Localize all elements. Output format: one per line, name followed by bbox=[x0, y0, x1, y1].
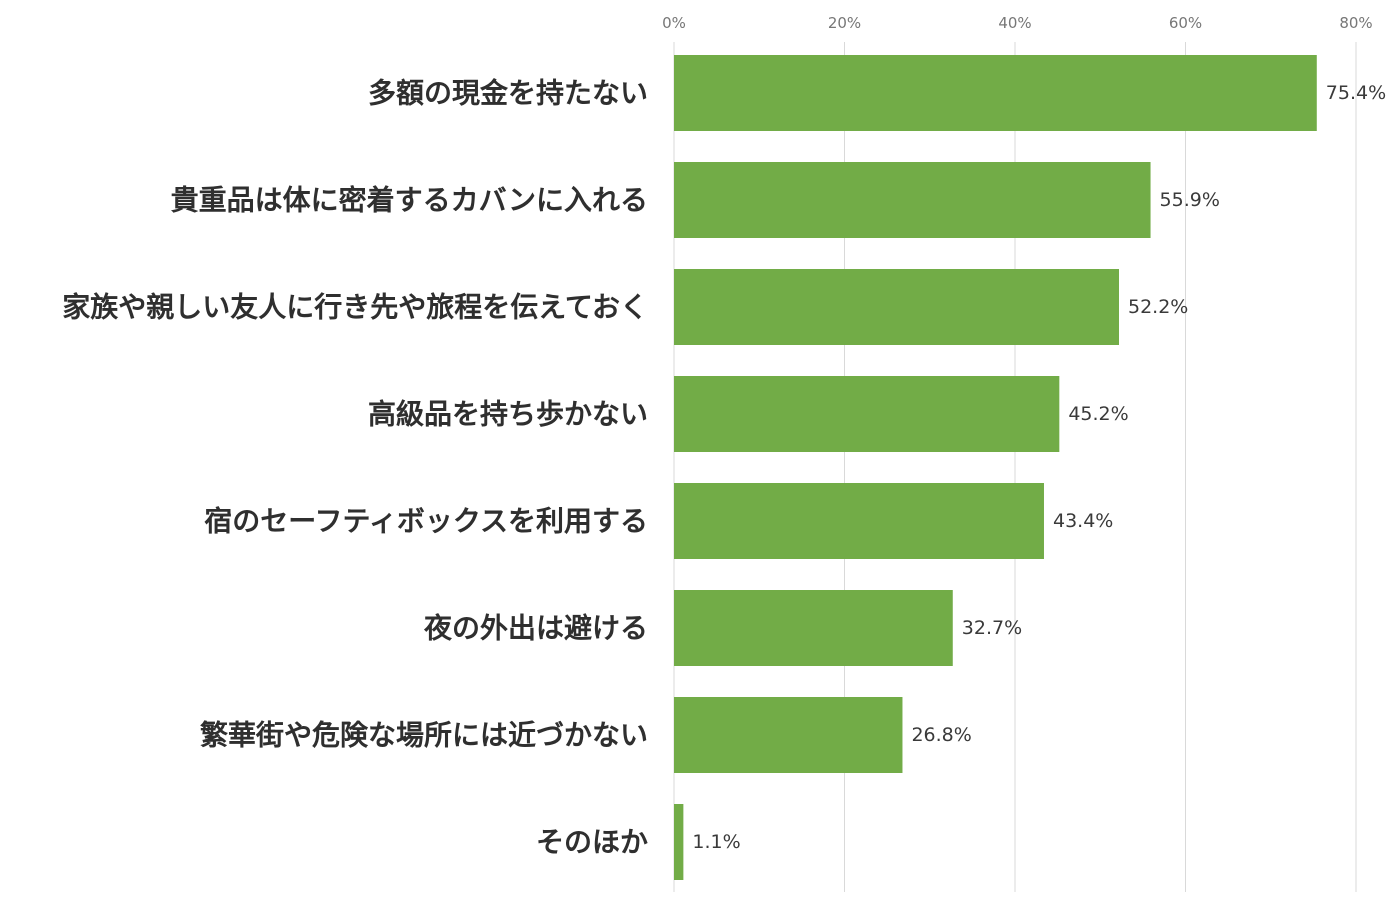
value-labels: 75.4% 55.9% 52.2% 45.2% 43.4% 32.7% 26.8% 1.1% bbox=[692, 82, 1386, 853]
category-label: 貴重品は体に密着するカバンに入れる bbox=[171, 184, 648, 217]
bar bbox=[674, 162, 1151, 238]
value-label: 43.4% bbox=[1053, 510, 1113, 532]
x-tick-label: 40% bbox=[998, 14, 1031, 32]
value-label: 75.4% bbox=[1326, 82, 1386, 104]
value-label: 26.8% bbox=[911, 724, 971, 746]
x-tick-label: 20% bbox=[828, 14, 861, 32]
value-label: 32.7% bbox=[962, 617, 1022, 639]
category-labels: 多額の現金を持たない貴重品は体に密着するカバンに入れる家族や親しい友人に行き先や… bbox=[62, 77, 648, 859]
x-tick-labels: 0% 20% 40% 60% 80% bbox=[662, 14, 1373, 32]
value-label: 1.1% bbox=[692, 831, 740, 853]
category-label: 夜の外出は避ける bbox=[423, 612, 648, 645]
category-label: 高級品を持ち歩かない bbox=[368, 398, 648, 431]
bar bbox=[674, 483, 1044, 559]
x-tick-label: 0% bbox=[662, 14, 686, 32]
category-label: そのほか bbox=[536, 826, 648, 859]
bars bbox=[674, 55, 1317, 880]
x-tick-label: 80% bbox=[1339, 14, 1372, 32]
x-tick-label: 60% bbox=[1169, 14, 1202, 32]
bar bbox=[674, 697, 903, 773]
value-label: 45.2% bbox=[1068, 403, 1128, 425]
value-label: 52.2% bbox=[1128, 296, 1188, 318]
category-label: 家族や親しい友人に行き先や旅程を伝えておく bbox=[62, 291, 648, 324]
bar bbox=[674, 55, 1317, 131]
bar bbox=[674, 590, 953, 666]
bar bbox=[674, 269, 1120, 345]
category-label: 宿のセーフティボックスを利用する bbox=[204, 505, 648, 538]
category-label: 多額の現金を持たない bbox=[368, 77, 648, 110]
category-label: 繁華街や危険な場所には近づかない bbox=[200, 719, 648, 752]
bar bbox=[674, 804, 684, 880]
value-label: 55.9% bbox=[1160, 189, 1220, 211]
bar bbox=[674, 376, 1060, 452]
